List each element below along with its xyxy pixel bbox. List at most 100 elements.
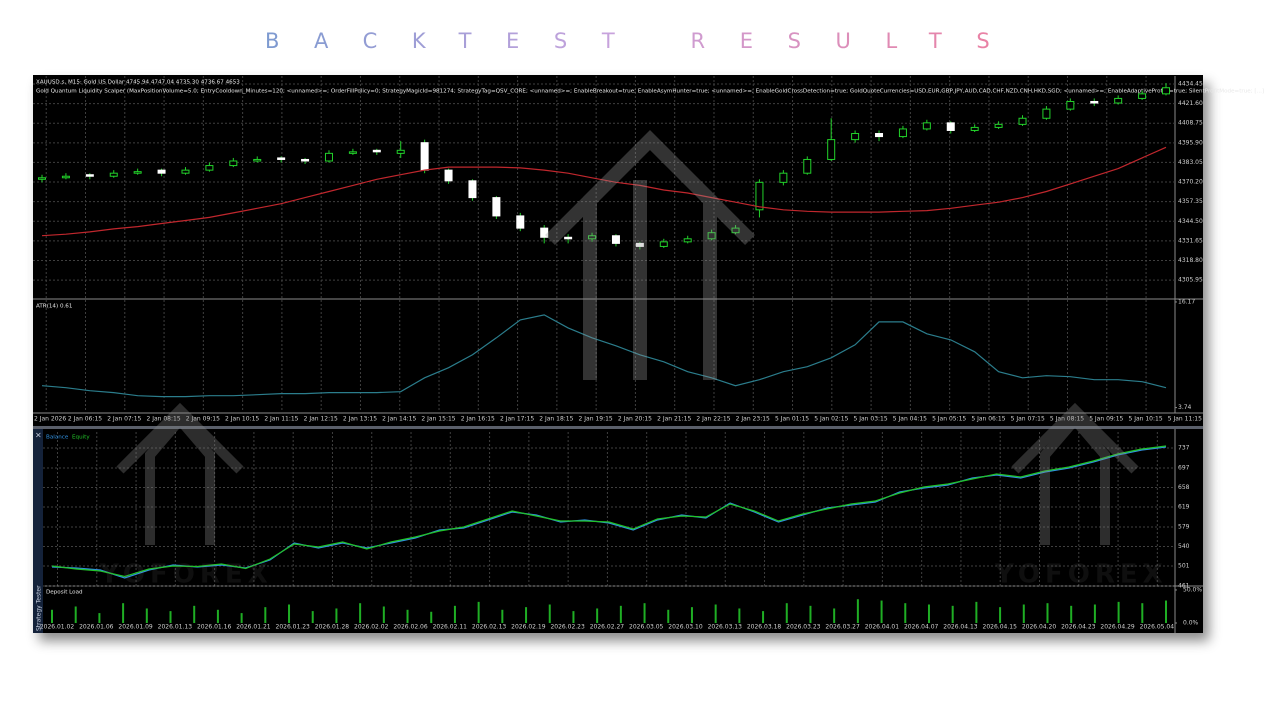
legend-entry: Balance <box>46 435 69 441</box>
bar <box>240 613 243 623</box>
x-tick-label: 2026.04.01 <box>865 624 900 631</box>
candle-body <box>1138 93 1147 99</box>
candle-body <box>659 241 668 247</box>
x-tick-label: 2026.01.02 <box>40 624 75 631</box>
x-tick-label: 2026.02.19 <box>511 624 546 631</box>
logo <box>116 402 1139 545</box>
x-tick-label: 2 Jan 19:15 <box>579 416 613 423</box>
bar <box>145 608 148 623</box>
y-tick-label: 658 <box>1178 484 1190 491</box>
bar <box>264 607 267 623</box>
bar <box>738 608 741 623</box>
candle-body <box>61 175 70 179</box>
bar <box>596 608 599 623</box>
x-tick-label: 2026.02.27 <box>590 624 625 631</box>
bar <box>288 604 291 623</box>
bar <box>1165 600 1167 623</box>
y-tick-label: 4305.95 <box>1178 277 1203 284</box>
page-title: BACKTEST RESULTS <box>265 29 1024 53</box>
x-tick-label: 2 Jan 12:15 <box>304 416 338 423</box>
x-tick-label: 2026.03.05 <box>629 624 664 631</box>
watermarks: YOFOREX YOFOREX <box>99 130 1168 590</box>
candle-body <box>396 149 405 154</box>
x-tick-label: 2026.03.10 <box>668 624 703 631</box>
chart-title: XAUUSD.s, M15: Gold US Dollar 4745.94 47… <box>36 80 240 86</box>
bar <box>98 613 101 623</box>
bar <box>74 606 77 623</box>
y-tick-label: 737 <box>1178 445 1190 452</box>
candle-body <box>38 177 46 180</box>
x-tick-label: 2026.03.27 <box>825 624 860 631</box>
candle-body <box>253 158 262 162</box>
series-line <box>41 314 1167 398</box>
y-tick-label: 4421.60 <box>1178 100 1203 107</box>
legend-entry: Equity <box>72 435 90 441</box>
x-tick-label: 2026.04.13 <box>943 624 978 631</box>
x-tick-label: 2026.04.29 <box>1100 624 1135 631</box>
candle-body <box>1114 97 1123 104</box>
y-tick-label: 619 <box>1178 504 1190 511</box>
tester-label: Strategy Tester <box>36 585 43 631</box>
candle-body <box>1042 108 1051 119</box>
y-tick-label: 4434.45 <box>1178 81 1203 88</box>
bar <box>951 605 954 623</box>
y-tick-label: 4344.50 <box>1178 218 1203 225</box>
bar <box>762 611 765 623</box>
x-tick-label: 5 Jan 09:15 <box>1089 416 1123 423</box>
x-tick-label: 2 Jan 18:15 <box>539 416 573 423</box>
candle-body <box>755 181 764 211</box>
bar <box>904 603 907 623</box>
bar <box>975 601 978 623</box>
balance-grid <box>43 432 1175 586</box>
y-tick-label: 4383.05 <box>1178 159 1203 166</box>
candle-body <box>1162 87 1170 95</box>
chart-subtitle: Gold Quantum Liquidity Scalper (MaxPosit… <box>36 89 1264 95</box>
bar <box>1117 601 1120 623</box>
x-tick-label: 2 Jan 15:15 <box>421 416 455 423</box>
candle-body <box>611 235 620 244</box>
x-tick-label: 2026.03.18 <box>747 624 782 631</box>
candle-body <box>301 158 310 162</box>
x-tick-label: 2026.01.23 <box>276 624 311 631</box>
x-tick-label: 2026.01.09 <box>118 624 153 631</box>
candle-body <box>540 227 549 238</box>
candle-body <box>492 197 501 217</box>
series-line <box>51 445 1167 578</box>
x-tick-label: 2 Jan 21:15 <box>657 416 691 423</box>
bar <box>453 605 456 623</box>
x-tick-label: 2026.01.21 <box>236 624 271 631</box>
candle-body <box>707 232 716 240</box>
x-tick-label: 2 Jan 11:15 <box>264 416 298 423</box>
chart-title: ATR(14) 0.61 <box>36 304 73 310</box>
x-tick-label: 2 Jan 16:15 <box>461 416 495 423</box>
bar <box>927 604 930 623</box>
candle-body <box>205 165 214 171</box>
bar <box>619 605 622 623</box>
x-tick-label: 2 Jan 23:15 <box>736 416 770 423</box>
bar <box>51 609 53 623</box>
bar <box>359 603 362 623</box>
bar <box>714 604 717 623</box>
watermark-text: YOFOREX <box>994 560 1168 590</box>
y-tick-label: 0.0% <box>1183 619 1199 626</box>
candle-body <box>564 236 573 240</box>
bar <box>667 609 670 623</box>
candle-body <box>348 151 357 154</box>
close-icon[interactable]: × <box>35 431 42 440</box>
candle-body <box>372 149 381 153</box>
bar <box>216 609 219 623</box>
x-tick-label: 2 Jan 13:15 <box>343 416 377 423</box>
x-tick-label: 2 Jan 10:15 <box>225 416 259 423</box>
x-tick-label: 2026.04.07 <box>904 624 939 631</box>
bar <box>833 608 836 623</box>
candle-body <box>803 158 812 174</box>
bar <box>1070 605 1073 623</box>
x-tick-label: 2 Jan 2026 <box>34 416 66 423</box>
moving-average <box>41 146 1167 237</box>
y-tick-label: 16.17 <box>1178 298 1195 305</box>
x-tick-label: 5 Jan 07:15 <box>1011 416 1045 423</box>
x-tick-label: 2 Jan 07:15 <box>107 416 141 423</box>
candle-body <box>827 139 836 160</box>
candle-body <box>444 169 453 182</box>
x-tick-label: 2026.01.13 <box>158 624 193 631</box>
